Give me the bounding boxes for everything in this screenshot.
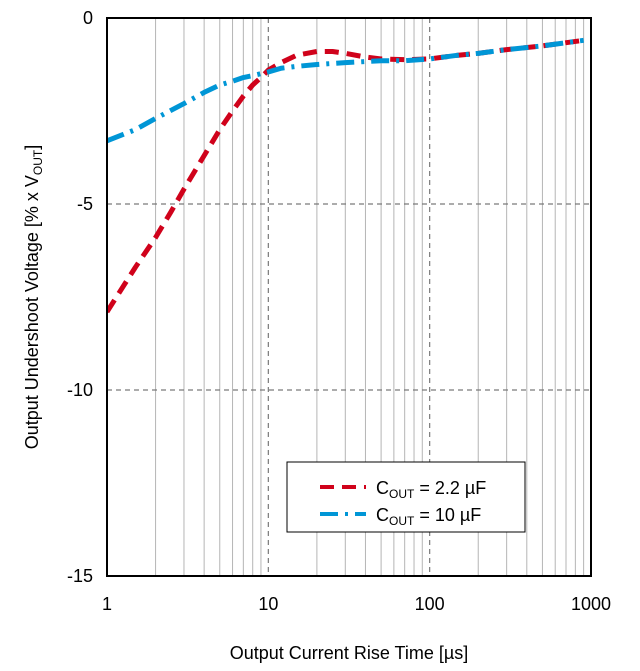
plot-frame [106,17,592,577]
y-tick-labels: 0 -5 -10 -15 [67,8,93,586]
x-axis-title: Output Current Rise Time [µs] [230,643,468,663]
y-tick-label: -10 [67,380,93,400]
y-tick-label: -15 [67,566,93,586]
legend-label-cout-2-2uf: COUT = 2.2 µF [376,478,486,501]
legend-label-cout-10uf: COUT = 10 µF [376,505,481,528]
legend-label-0-rest: = 2.2 µF [414,478,486,498]
series-line-0 [107,37,584,314]
x-tick-label: 100 [415,594,445,614]
major-grid [107,18,591,576]
x-tick-label: 1 [102,594,112,614]
y-tick-label: 0 [83,8,93,28]
series-layer [107,37,584,314]
y-tick-label: -5 [77,194,93,214]
legend-label-1-main: C [376,505,389,525]
legend-label-1-sub: OUT [389,514,415,528]
legend-label-0-sub: OUT [389,487,415,501]
y-axis-title-prefix: Output Undershoot Voltage [% x V [22,175,42,449]
legend-label-1-rest: = 10 µF [414,505,481,525]
x-tick-label: 1000 [571,594,611,614]
x-tick-labels: 1 10 100 1000 [102,594,611,614]
legend-box [286,461,526,533]
series-line-1 [107,37,584,144]
y-axis-title-sub: OUT [31,149,45,175]
x-tick-label: 10 [258,594,278,614]
y-axis-title-suffix: ] [22,145,42,150]
legend-label-0-main: C [376,478,389,498]
y-axis-title: Output Undershoot Voltage [% x VOUT] [22,145,45,450]
legend: COUT = 2.2 µF COUT = 10 µF [286,461,526,533]
